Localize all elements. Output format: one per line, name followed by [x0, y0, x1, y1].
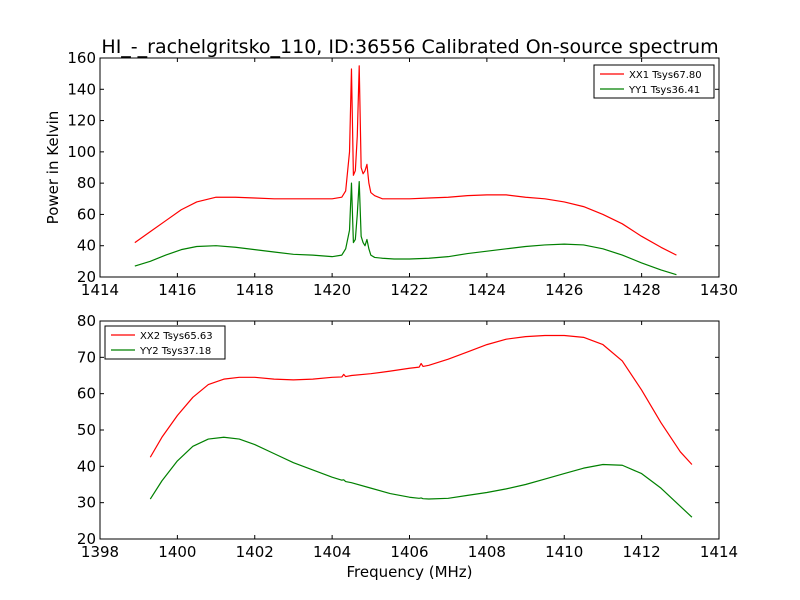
chart-0-y-tick-label: 80 — [77, 174, 96, 192]
chart-0-y-tick-label: 120 — [67, 112, 96, 130]
chart-1-x-tick-label: 1414 — [700, 543, 738, 561]
chart-1-x-tick-label: 1408 — [468, 543, 506, 561]
chart-1-y-tick-label: 30 — [77, 494, 96, 512]
chart-0-legend-box — [593, 64, 715, 99]
chart-0-x-tick-label: 1428 — [623, 281, 661, 299]
chart-0-y-tick-label: 40 — [77, 237, 96, 255]
chart-0-y-axis-label: Power in Kelvin — [44, 111, 62, 225]
chart-0-y-tick-label: 160 — [67, 49, 96, 67]
chart-1-legend-box — [104, 325, 226, 360]
chart-1-x-tick-label: 1404 — [313, 543, 351, 561]
chart-0-x-tick-label: 1418 — [236, 281, 274, 299]
chart-0-x-tick-label: 1424 — [468, 281, 506, 299]
chart-1-x-tick-label: 1410 — [545, 543, 583, 561]
chart-1-y-tick-label: 60 — [77, 385, 96, 403]
chart-0-y-tick-label: 100 — [67, 143, 96, 161]
chart-1-x-tick-label: 1398 — [81, 543, 119, 561]
chart-0-y-tick-label: 60 — [77, 205, 96, 223]
bottom-plot: 1398 1400 1402 1404 1406 1408 1410 1412 1414 20 30… — [77, 312, 738, 581]
chart-1-x-tick-label: 1402 — [236, 543, 274, 561]
chart-0-y-tick-label: 140 — [67, 80, 96, 98]
chart-0-x-tick-label: 1430 — [700, 281, 738, 299]
chart-1-x-tick-label: 1412 — [623, 543, 661, 561]
chart-0-x-tick-label: 1414 — [81, 281, 119, 299]
chart-1-series-line-1 — [149, 436, 693, 518]
chart-1-legend-label-0: XX2 Tsys65.63 — [140, 331, 213, 342]
chart-1-series-line-0 — [149, 334, 693, 465]
chart-0-legend-label-0: XX1 Tsys67.80 — [629, 70, 702, 81]
chart-1-legend-label-1: YY2 Tsys37.18 — [139, 346, 211, 357]
chart-0-series-line-1 — [134, 180, 677, 276]
chart-0-x-tick-label: 1422 — [390, 281, 428, 299]
chart-0-x-tick-label: 1420 — [313, 281, 351, 299]
chart-0-y-tick-label: 20 — [77, 268, 96, 286]
chart-1-x-tick-label: 1400 — [158, 543, 196, 561]
chart-0-x-tick-label: 1416 — [158, 281, 196, 299]
chart-1-y-tick-label: 80 — [77, 312, 96, 330]
chart-0-legend-label-1: YY1 Tsys36.41 — [628, 85, 700, 96]
figure-title: HI_-_rachelgritsko_110, ID:36556 Calibra… — [101, 36, 718, 58]
chart-1-y-tick-label: 40 — [77, 457, 96, 475]
chart-1-x-tick-label: 1406 — [390, 543, 428, 561]
chart-1-y-tick-label: 50 — [77, 421, 96, 439]
chart-1-y-tick-label: 70 — [77, 348, 96, 366]
chart-0-series-line-0 — [134, 65, 677, 256]
top-plot: 1414 1416 1418 1420 1422 1424 1426 1428 1430 20 40… — [44, 49, 738, 299]
chart-0-x-tick-label: 1426 — [545, 281, 583, 299]
chart-1-y-tick-label: 20 — [77, 530, 96, 548]
chart-1-x-axis-label: Frequency (MHz) — [346, 563, 472, 581]
